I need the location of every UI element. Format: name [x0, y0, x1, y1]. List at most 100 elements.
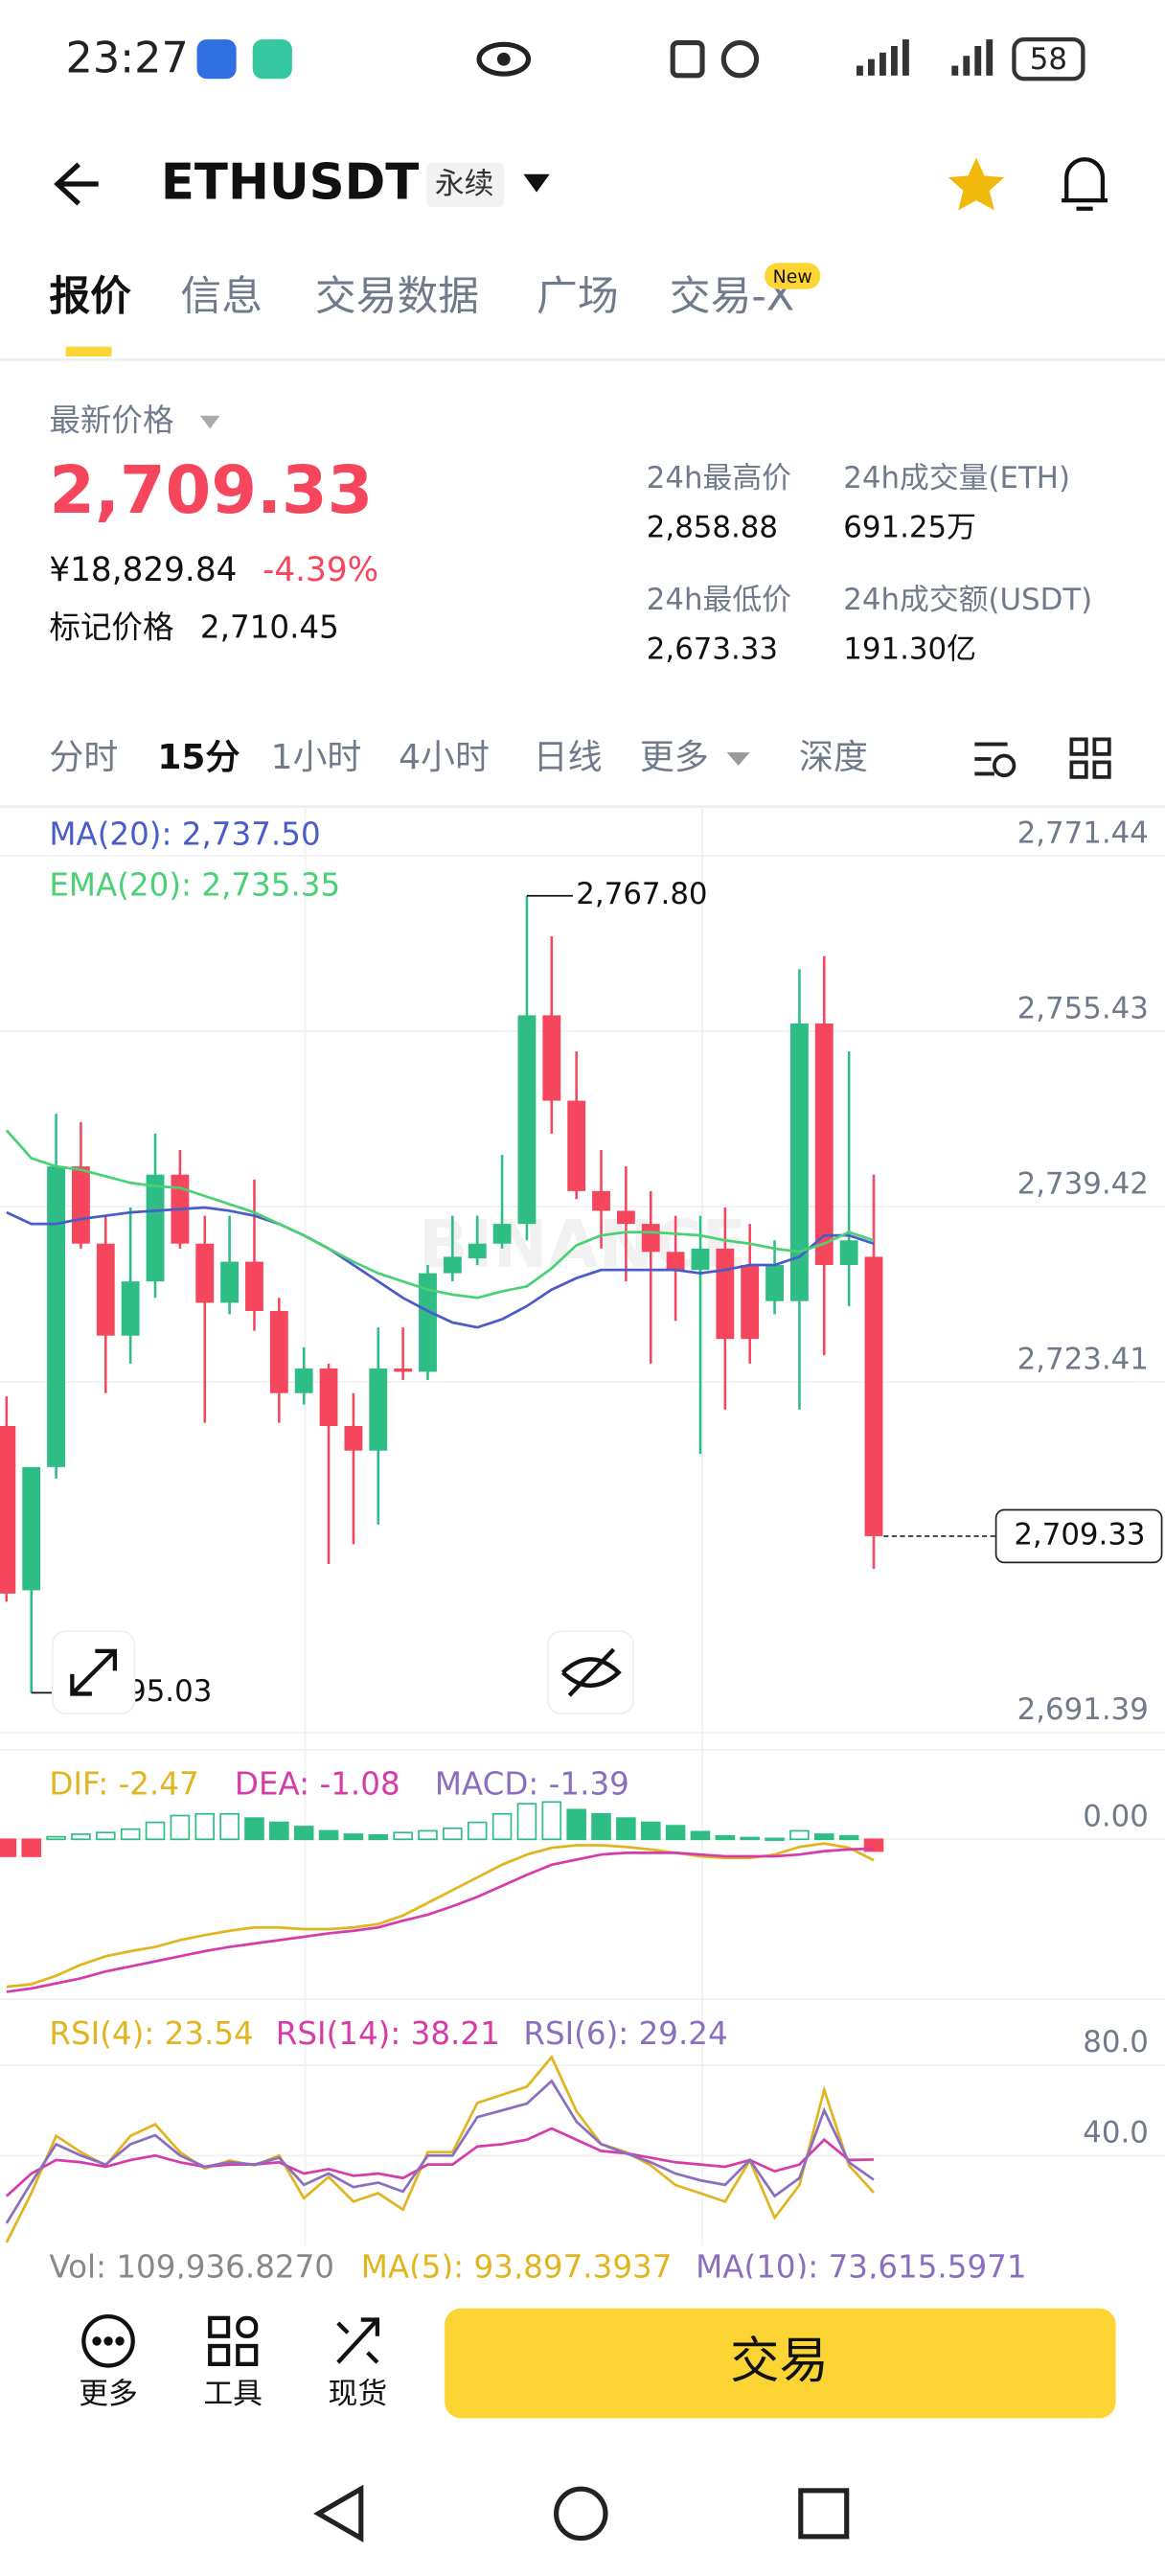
last-price-tag: [994, 1508, 1163, 1564]
price-dropdown[interactable]: [199, 415, 220, 429]
macd-bar: [0, 1838, 17, 1857]
macd-bar: [640, 1821, 661, 1841]
battery: [1012, 37, 1085, 81]
favorite-star[interactable]: [948, 157, 1005, 211]
macd-bar: [566, 1808, 586, 1841]
last-price: 2,709.33: [49, 452, 373, 529]
y-tick-label: 2,691.39: [1017, 1692, 1149, 1727]
indicator-settings[interactable]: [974, 742, 1017, 778]
legend-entry: EMA(20): 2,735.35: [49, 867, 340, 904]
macd-bar: [194, 1812, 216, 1841]
macd-bar: [293, 1826, 314, 1841]
macd-bar: [616, 1817, 636, 1841]
indicator-line: [6, 1842, 875, 1989]
nav-back[interactable]: [313, 2484, 364, 2543]
indicator-line: [5, 2079, 875, 2224]
trade-button-text: 交易: [730, 2333, 829, 2390]
macd-bar: [46, 1835, 66, 1841]
macd-bar: [96, 1831, 116, 1841]
candle-body: [394, 1368, 413, 1372]
stat-value: 691.25万: [843, 510, 976, 544]
macd-bar: [690, 1830, 711, 1841]
last-price-label: 2,709.33: [1014, 1517, 1145, 1552]
action-label[interactable]: 工具: [203, 2377, 263, 2411]
tab[interactable]: 信息: [180, 272, 263, 320]
tab-indicator: [65, 346, 112, 356]
candle-body: [641, 1224, 660, 1253]
macd-bar: [443, 1827, 463, 1841]
symbol: ETHUSDT: [161, 154, 420, 212]
battery-level: 58: [1030, 42, 1067, 77]
interval[interactable]: 深度: [799, 738, 868, 777]
candle-body: [294, 1368, 313, 1393]
stat-value: 191.30亿: [843, 632, 976, 666]
interval[interactable]: 1小时: [271, 738, 362, 777]
action-icons: [81, 2314, 380, 2368]
candle-body: [592, 1190, 610, 1211]
macd-bar: [765, 1837, 785, 1841]
macd-bar: [244, 1817, 264, 1841]
candle-body: [269, 1311, 288, 1393]
app-icon: [252, 39, 292, 80]
candle-body: [567, 1100, 586, 1191]
action-label[interactable]: 更多: [79, 2377, 138, 2411]
nav-home[interactable]: [554, 2486, 608, 2542]
action-label[interactable]: 现货: [329, 2377, 388, 2411]
symbol-dropdown[interactable]: [523, 173, 550, 193]
legend-entry: RSI(4): 23.54: [49, 2015, 253, 2052]
more-dropdown[interactable]: [726, 752, 750, 766]
legend-entry: MACD: -1.39: [435, 1765, 629, 1802]
interval[interactable]: 4小时: [399, 738, 490, 777]
legend-entry: RSI(14): 38.21: [276, 2015, 500, 2052]
back-button[interactable]: [54, 162, 99, 206]
tab[interactable]: 报价: [49, 272, 131, 320]
layout-button[interactable]: [1069, 737, 1111, 779]
candle-body: [22, 1466, 41, 1591]
candle-body: [864, 1256, 883, 1536]
candle-body: [121, 1281, 140, 1336]
tab[interactable]: 广场: [537, 272, 619, 320]
macd-bar: [467, 1821, 488, 1841]
macd-bar: [343, 1833, 364, 1841]
interval[interactable]: 分时: [49, 738, 118, 777]
y-tick-label: 2,739.42: [1017, 1166, 1149, 1201]
stat-label: 24h最低价: [647, 583, 791, 617]
stat-value: 2,858.88: [647, 510, 778, 544]
y-tick-label: 40.0: [1083, 2115, 1149, 2150]
app-icon: [196, 39, 237, 80]
candle-body: [716, 1248, 735, 1340]
interval[interactable]: 日线: [534, 738, 603, 777]
trade-button[interactable]: [445, 2308, 1116, 2419]
eye-icon: [496, 52, 511, 66]
mark-price: 2,710.45: [200, 610, 339, 646]
chart-layer: 2,771.44 2,755.43 2,739.42 2,723.41 2,691.39…: [0, 808, 1165, 2246]
legend-entry: MA(20): 2,737.50: [49, 816, 320, 853]
candle-body: [839, 1240, 858, 1265]
macd-bar: [71, 1833, 91, 1841]
macd-bar: [418, 1829, 438, 1841]
legend-entry: RSI(6): 29.24: [523, 2015, 727, 2052]
candle-body: [789, 1024, 809, 1301]
stat-label: 24h最高价: [647, 461, 791, 495]
legend-entry: DIF: -2.47: [49, 1765, 198, 1802]
candle-body: [72, 1166, 90, 1244]
tab[interactable]: 交易数据: [315, 272, 479, 320]
interval[interactable]: 更多: [640, 738, 709, 777]
macd-bar: [368, 1834, 389, 1841]
eye-icon: [476, 41, 532, 77]
new-badge-text: New: [773, 267, 812, 288]
candle-body: [47, 1166, 65, 1467]
status-time: 23:27: [66, 33, 189, 82]
interval[interactable]: 15分: [157, 738, 240, 777]
candle-body: [0, 1426, 16, 1594]
nav-recent[interactable]: [798, 2488, 850, 2540]
candle-body: [542, 1015, 561, 1101]
macd-bar: [591, 1812, 611, 1841]
candle-body: [814, 1024, 834, 1265]
alert-bell[interactable]: [1062, 157, 1108, 211]
candle-body: [369, 1368, 388, 1451]
candle-body: [195, 1243, 215, 1303]
candle-body: [616, 1210, 635, 1225]
macd-bar: [170, 1814, 191, 1841]
